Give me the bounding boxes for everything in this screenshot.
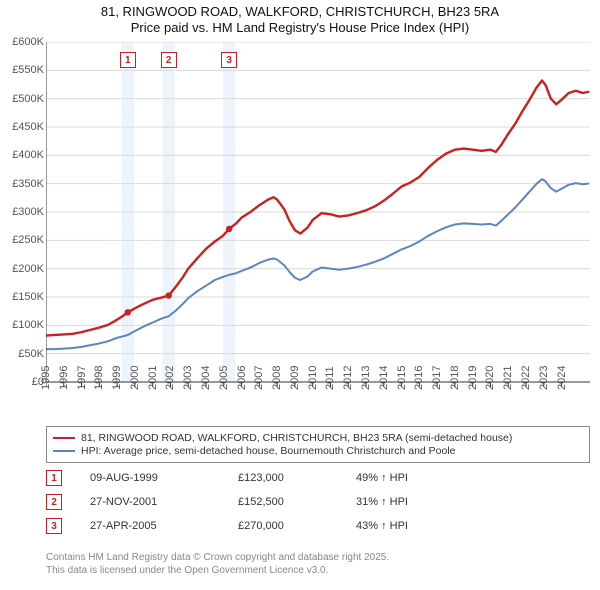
y-tick-label: £450K	[0, 121, 44, 133]
x-tick-label: 2012	[342, 366, 354, 390]
event-pct: 49% ↑ HPI	[356, 472, 408, 484]
attribution: Contains HM Land Registry data © Crown c…	[46, 552, 389, 577]
y-tick-label: £300K	[0, 206, 44, 218]
x-tick-label: 2013	[360, 366, 372, 390]
price-event-row: 3 27-APR-2005 £270,000 43% ↑ HPI	[46, 518, 408, 534]
legend: 81, RINGWOOD ROAD, WALKFORD, CHRISTCHURC…	[46, 426, 590, 463]
event-date: 27-APR-2005	[90, 520, 210, 532]
x-tick-label: 2016	[413, 366, 425, 390]
x-tick-label: 2001	[147, 366, 159, 390]
y-tick-label: £150K	[0, 291, 44, 303]
line-chart	[46, 42, 590, 382]
event-price: £152,500	[238, 496, 328, 508]
x-tick-label: 2020	[484, 366, 496, 390]
x-tick-label: 2006	[236, 366, 248, 390]
x-tick-label: 2005	[218, 366, 230, 390]
legend-row: 81, RINGWOOD ROAD, WALKFORD, CHRISTCHURC…	[53, 432, 583, 444]
x-tick-label: 2018	[449, 366, 461, 390]
y-tick-label: £250K	[0, 234, 44, 246]
event-number-box: 2	[46, 494, 62, 510]
x-tick-label: 2010	[307, 366, 319, 390]
x-tick-label: 1999	[111, 366, 123, 390]
x-tick-label: 2022	[520, 366, 532, 390]
y-tick-label: £100K	[0, 319, 44, 331]
x-tick-label: 1998	[93, 366, 105, 390]
x-tick-label: 2011	[324, 366, 336, 390]
price-event-row: 1 09-AUG-1999 £123,000 49% ↑ HPI	[46, 470, 408, 486]
y-tick-label: £200K	[0, 263, 44, 275]
legend-row: HPI: Average price, semi-detached house,…	[53, 445, 583, 457]
x-tick-label: 2019	[467, 366, 479, 390]
x-tick-label: 2021	[502, 366, 514, 390]
event-pct: 43% ↑ HPI	[356, 520, 408, 532]
event-date: 27-NOV-2001	[90, 496, 210, 508]
x-tick-label: 2008	[271, 366, 283, 390]
chart-marker-flag: 1	[120, 52, 136, 68]
chart-title: 81, RINGWOOD ROAD, WALKFORD, CHRISTCHURC…	[0, 0, 600, 37]
x-tick-label: 2004	[200, 366, 212, 390]
x-tick-label: 2015	[396, 366, 408, 390]
legend-swatch	[53, 437, 75, 439]
y-tick-label: £350K	[0, 178, 44, 190]
event-number-box: 3	[46, 518, 62, 534]
y-tick-label: £550K	[0, 64, 44, 76]
attribution-line1: Contains HM Land Registry data © Crown c…	[46, 552, 389, 563]
attribution-line2: This data is licensed under the Open Gov…	[46, 565, 328, 576]
y-tick-label: £500K	[0, 93, 44, 105]
legend-label: HPI: Average price, semi-detached house,…	[81, 445, 456, 457]
price-events-table: 1 09-AUG-1999 £123,000 49% ↑ HPI 2 27-NOV-200…	[46, 470, 408, 542]
y-tick-label: £50K	[0, 348, 44, 360]
title-line1: 81, RINGWOOD ROAD, WALKFORD, CHRISTCHURC…	[101, 4, 499, 19]
x-tick-label: 1996	[58, 366, 70, 390]
title-line2: Price paid vs. HM Land Registry's House …	[131, 20, 469, 35]
y-tick-label: £0	[0, 376, 44, 388]
event-number-box: 1	[46, 470, 62, 486]
x-tick-label: 2002	[164, 366, 176, 390]
x-tick-label: 2007	[253, 366, 265, 390]
event-pct: 31% ↑ HPI	[356, 496, 408, 508]
legend-label: 81, RINGWOOD ROAD, WALKFORD, CHRISTCHURC…	[81, 432, 512, 444]
x-tick-label: 2003	[182, 366, 194, 390]
x-tick-label: 2023	[538, 366, 550, 390]
y-tick-label: £400K	[0, 149, 44, 161]
legend-swatch	[53, 450, 75, 452]
x-tick-label: 1995	[40, 366, 52, 390]
x-tick-label: 2024	[556, 366, 568, 390]
event-price: £123,000	[238, 472, 328, 484]
event-date: 09-AUG-1999	[90, 472, 210, 484]
x-tick-label: 2014	[378, 366, 390, 390]
price-event-row: 2 27-NOV-2001 £152,500 31% ↑ HPI	[46, 494, 408, 510]
chart-marker-flag: 3	[221, 52, 237, 68]
event-price: £270,000	[238, 520, 328, 532]
x-tick-label: 2000	[129, 366, 141, 390]
x-tick-label: 1997	[76, 366, 88, 390]
y-tick-label: £600K	[0, 36, 44, 48]
chart-marker-flag: 2	[161, 52, 177, 68]
x-tick-label: 2017	[431, 366, 443, 390]
x-tick-label: 2009	[289, 366, 301, 390]
